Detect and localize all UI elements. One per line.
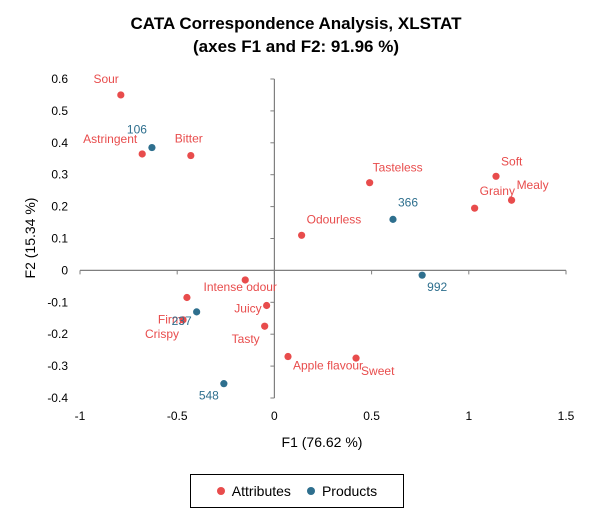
legend-marker-attributes (216, 487, 225, 495)
attributes-point (187, 151, 195, 160)
products-point (389, 215, 397, 223)
y-tick-label: 0 (61, 263, 68, 277)
y-tick-label: 0.5 (51, 104, 68, 118)
attributes-point-label: Tasty (232, 332, 260, 346)
products-point (220, 380, 228, 388)
y-tick-label: -0.1 (47, 295, 68, 309)
products-point-label: 106 (127, 123, 147, 137)
scatter-chart: CATA Correspondence Analysis, XLSTAT (ax… (22, 14, 575, 450)
attributes-point-label: Astringent (83, 132, 138, 146)
legend-marker-products (306, 487, 315, 495)
attributes-point (366, 179, 374, 187)
attributes-point (179, 316, 187, 324)
axes (79, 78, 567, 399)
legend: Attributes Products (190, 474, 404, 508)
attributes-point-label: Mealy (517, 178, 549, 192)
attributes-point (471, 204, 479, 212)
y-tick-label: 0.3 (51, 168, 68, 182)
chart-title: CATA Correspondence Analysis, XLSTAT (131, 14, 463, 33)
y-tick-label: 0.1 (51, 232, 68, 246)
products-point-label: 366 (398, 195, 418, 209)
attributes-point (263, 301, 271, 310)
attributes-point (352, 354, 360, 362)
y-tick-label: 0.6 (51, 72, 68, 86)
chart-subtitle: (axes F1 and F2: 91.96 %) (193, 37, 399, 56)
products-point-label: 548 (199, 389, 219, 403)
attributes-point (284, 352, 292, 361)
attributes-point (241, 276, 249, 284)
legend-item-products: Products (306, 483, 378, 499)
x-tick-label: 0.5 (363, 409, 380, 423)
x-tick-label: 0 (271, 409, 278, 423)
attributes-point-label: Sour (93, 72, 118, 86)
x-tick-label: -1 (75, 409, 86, 423)
y-tick-label: -0.4 (47, 391, 68, 405)
attributes-point (117, 91, 125, 99)
products-point (193, 308, 201, 316)
legend-item-attributes: Attributes (216, 483, 291, 499)
attributes-point (261, 322, 269, 330)
y-tick-label: -0.3 (47, 359, 68, 373)
products-point-label: 992 (427, 280, 447, 294)
x-tick-label: 1.5 (558, 409, 575, 423)
x-tick-label: -0.5 (167, 409, 188, 423)
legend-label-products: Products (321, 483, 378, 499)
attributes-point-label: Bitter (175, 132, 203, 146)
attributes-point-label: Odourless (307, 212, 362, 226)
attributes-point (507, 196, 516, 204)
x-tick-label: 1 (465, 409, 472, 423)
attributes-point-label: Sweet (361, 364, 395, 378)
attributes-point (183, 293, 191, 302)
attributes-point-label: Intense odour (204, 280, 277, 294)
attributes-point (138, 150, 146, 158)
x-axis-title: F1 (76.62 %) (282, 434, 363, 450)
attributes-point-label: Soft (501, 154, 523, 168)
attributes-point (298, 231, 306, 239)
y-axis-title: F2 (15.34 %) (22, 198, 38, 279)
data-points: Sour Astringent Bitter Tasteless Soft Grainy M… (83, 72, 548, 403)
tick-labels: -1 -0.5 0 0.5 1 1.5 -0.4 -0.3 -0.2 -0.1 0 0.1 0.2 0.3… (47, 72, 574, 423)
y-tick-label: -0.2 (47, 327, 68, 341)
attributes-point-label: Apple flavour (293, 359, 363, 373)
attributes-point-label: Tasteless (373, 161, 423, 175)
y-tick-label: 0.2 (51, 200, 68, 214)
attributes-point-label: Firm (158, 313, 182, 327)
legend-label-attributes: Attributes (231, 483, 291, 499)
products-point (418, 271, 426, 279)
products-point (148, 143, 156, 152)
attributes-point-label: Crispy (145, 327, 179, 341)
products-point-label: 237 (172, 314, 192, 328)
attributes-point-label: Grainy (480, 184, 515, 198)
attributes-point (492, 172, 500, 180)
y-tick-label: 0.4 (51, 136, 68, 150)
attributes-point-label: Juicy (234, 301, 261, 315)
